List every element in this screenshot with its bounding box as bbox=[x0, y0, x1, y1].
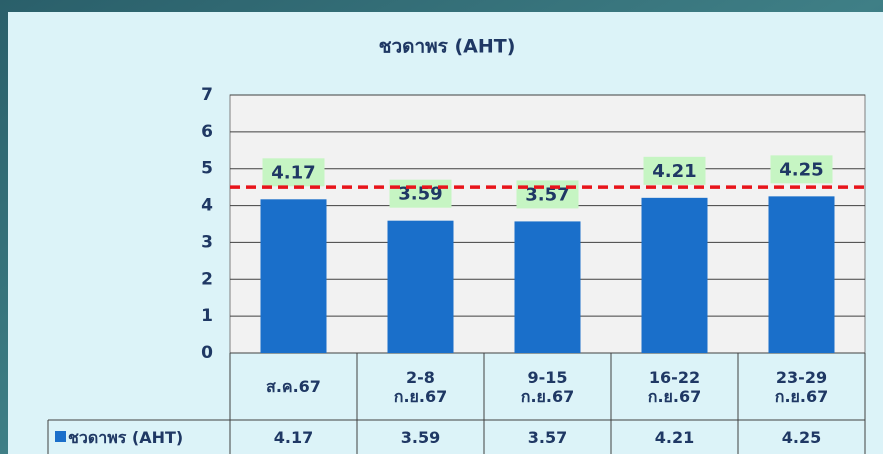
value-label: 3.59 bbox=[398, 184, 442, 205]
y-tick-label: 3 bbox=[201, 232, 213, 252]
bar bbox=[769, 196, 835, 353]
y-tick-label: 1 bbox=[201, 306, 213, 326]
value-label: 4.21 bbox=[652, 161, 696, 182]
y-tick-label: 4 bbox=[201, 196, 213, 216]
y-tick-label: 0 bbox=[201, 343, 213, 363]
data-table-value: 3.57 bbox=[484, 420, 611, 454]
y-tick-label: 6 bbox=[201, 122, 213, 142]
chart-title: ชวดาพร (AHT) bbox=[379, 36, 516, 58]
bar bbox=[388, 221, 454, 353]
data-table-value: 4.25 bbox=[738, 420, 865, 454]
x-tick-label: ส.ค.67 bbox=[230, 353, 357, 420]
y-tick-label: 7 bbox=[201, 85, 213, 105]
x-tick-label: 9-15 ก.ย.67 bbox=[484, 353, 611, 420]
x-tick-label: 23-29 ก.ย.67 bbox=[738, 353, 865, 420]
y-tick-label: 2 bbox=[201, 269, 213, 289]
legend-marker bbox=[55, 431, 66, 442]
bar bbox=[642, 198, 708, 353]
value-label: 4.25 bbox=[779, 159, 823, 180]
x-tick-label: 16-22 ก.ย.67 bbox=[611, 353, 738, 420]
y-tick-label: 5 bbox=[201, 159, 213, 179]
bar bbox=[261, 199, 327, 353]
data-table-value: 4.21 bbox=[611, 420, 738, 454]
data-table-value: 4.17 bbox=[230, 420, 357, 454]
value-label: 3.57 bbox=[525, 184, 569, 205]
page: ชวดาพร (AHT) 012345674.173.593.574.214.2… bbox=[0, 0, 883, 454]
value-label: 4.17 bbox=[271, 162, 315, 183]
legend-label: ชวดาพร (AHT) bbox=[68, 420, 228, 454]
x-tick-label: 2-8 ก.ย.67 bbox=[357, 353, 484, 420]
data-table-value: 3.59 bbox=[357, 420, 484, 454]
bar bbox=[515, 221, 581, 353]
